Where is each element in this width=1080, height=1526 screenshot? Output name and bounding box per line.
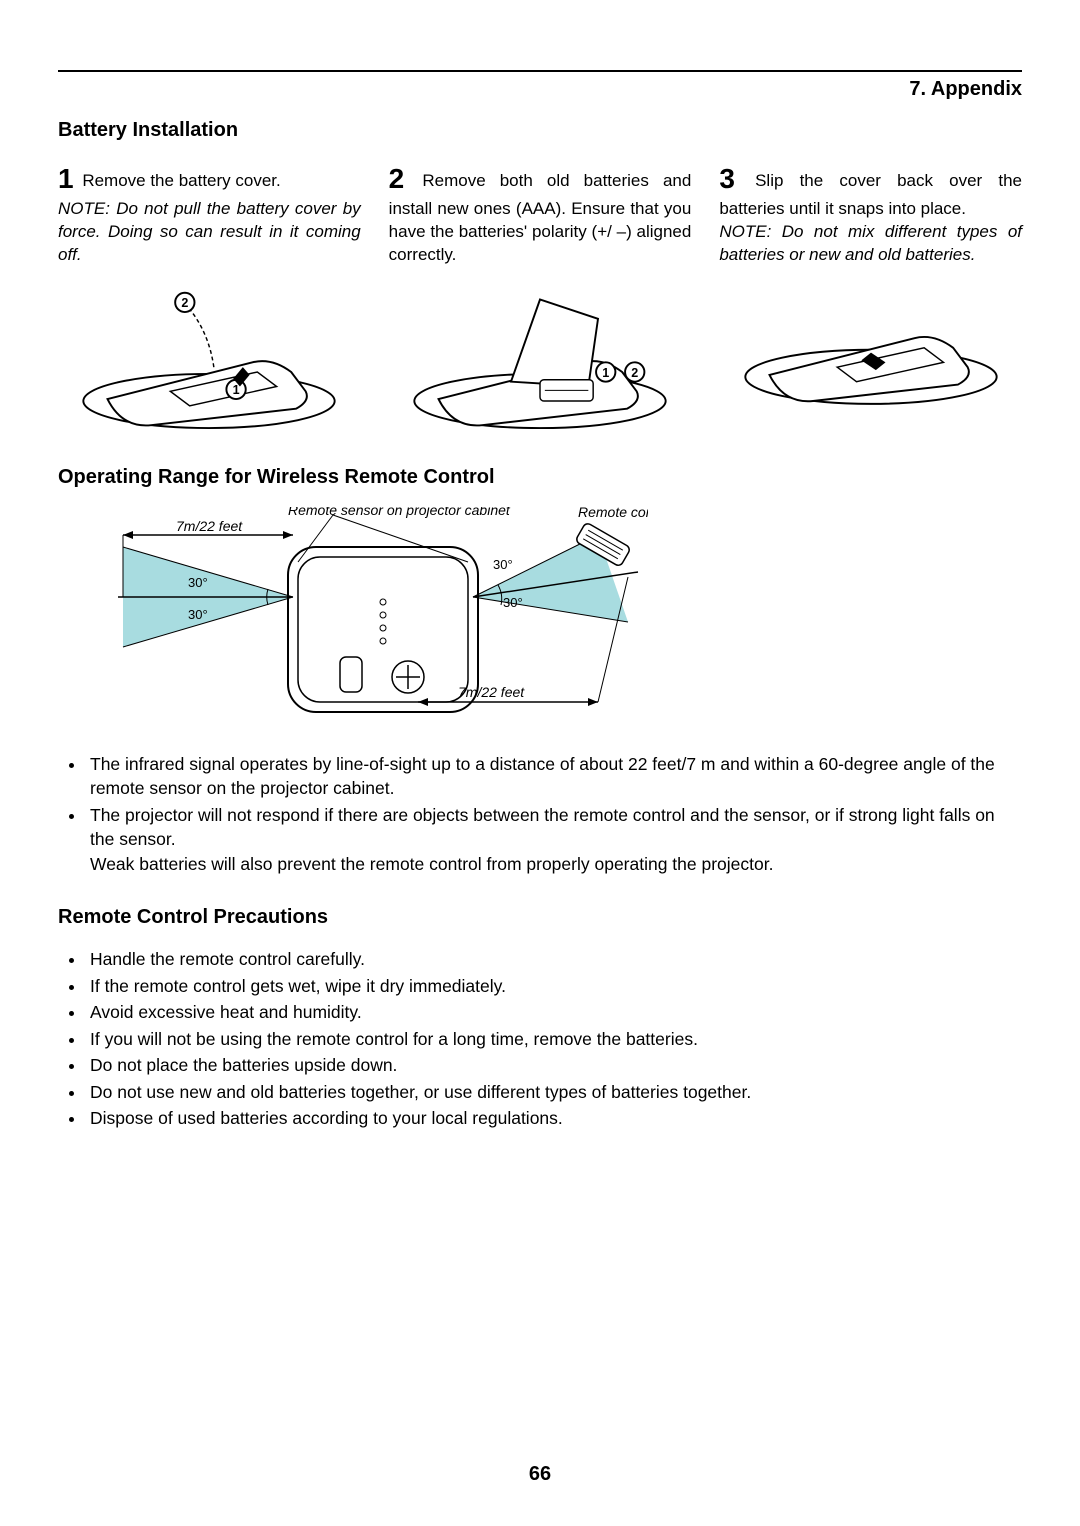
step-1-illustration: 2 1 <box>58 275 361 440</box>
step-3: 3 Slip the cover back over the batteries… <box>719 160 1022 440</box>
precaution-2: If the remote control gets wet, wipe it … <box>86 974 1022 999</box>
precaution-4: If you will not be using the remote cont… <box>86 1027 1022 1052</box>
step-2-number: 2 <box>389 163 405 194</box>
step-1-number: 1 <box>58 163 74 194</box>
precaution-3: Avoid excessive heat and humidity. <box>86 1000 1022 1025</box>
diagram-distance-bottom: 7m/22 feet <box>458 684 525 700</box>
diagram-angle-1: 30° <box>188 575 208 590</box>
step-3-note: NOTE: Do not mix different types of batt… <box>719 222 1022 264</box>
remote-cover-remove-icon: 2 1 <box>64 275 354 440</box>
range-diagram-icon: Remote sensor on projector cabinet Remot… <box>88 507 648 727</box>
step-1-note: NOTE: Do not pull the battery cover by f… <box>58 199 361 264</box>
step-1-text: 1 Remove the battery cover. NOTE: Do not… <box>58 160 361 267</box>
step-3-illustration <box>719 275 1022 440</box>
diagram-distance-top: 7m/22 feet <box>176 518 243 534</box>
step-3-number: 3 <box>719 163 735 194</box>
range-bullet-1: The infrared signal operates by line-of-… <box>86 752 1022 801</box>
precaution-bullets: Handle the remote control carefully. If … <box>58 947 1022 1131</box>
section-battery-installation: Battery Installation <box>58 119 1022 142</box>
callout-two-b: 2 <box>631 365 638 379</box>
callout-two: 2 <box>182 296 189 310</box>
operating-range-diagram: Remote sensor on projector cabinet Remot… <box>88 507 1022 732</box>
step-2: 2 Remove both old batteries and install … <box>389 160 692 440</box>
precaution-5: Do not place the batteries upside down. <box>86 1053 1022 1078</box>
header-rule <box>58 70 1022 72</box>
diagram-sensor-label: Remote sensor on projector cabinet <box>288 507 511 518</box>
page-number: 66 <box>0 1463 1080 1486</box>
precaution-6: Do not use new and old batteries togethe… <box>86 1080 1022 1105</box>
step-2-body: Remove both old batteries and install ne… <box>389 171 692 264</box>
step-3-body: Slip the cover back over the batteries u… <box>719 171 1022 218</box>
step-3-text: 3 Slip the cover back over the batteries… <box>719 160 1022 267</box>
step-1-body: Remove the battery cover. <box>82 171 280 190</box>
section-precautions: Remote Control Precautions <box>58 906 1022 929</box>
callout-one-b: 1 <box>602 365 609 379</box>
range-bullet-2: The projector will not respond if there … <box>86 803 1022 877</box>
callout-one: 1 <box>233 383 240 397</box>
step-1: 1 Remove the battery cover. NOTE: Do not… <box>58 160 361 440</box>
precaution-7: Dispose of used batteries according to y… <box>86 1106 1022 1131</box>
precaution-1: Handle the remote control carefully. <box>86 947 1022 972</box>
diagram-angle-2: 30° <box>188 607 208 622</box>
section-operating-range: Operating Range for Wireless Remote Cont… <box>58 466 1022 489</box>
diagram-remote-label: Remote control <box>578 507 648 520</box>
diagram-angle-4: 30° <box>503 595 523 610</box>
remote-cover-close-icon <box>726 275 1016 440</box>
remote-insert-batteries-icon: 1 2 <box>395 275 685 440</box>
diagram-angle-3: 30° <box>493 557 513 572</box>
step-2-illustration: 1 2 <box>389 275 692 440</box>
battery-steps-row: 1 Remove the battery cover. NOTE: Do not… <box>58 160 1022 440</box>
step-2-text: 2 Remove both old batteries and install … <box>389 160 692 267</box>
operating-range-bullets: The infrared signal operates by line-of-… <box>58 752 1022 877</box>
chapter-label: 7. Appendix <box>58 78 1022 101</box>
